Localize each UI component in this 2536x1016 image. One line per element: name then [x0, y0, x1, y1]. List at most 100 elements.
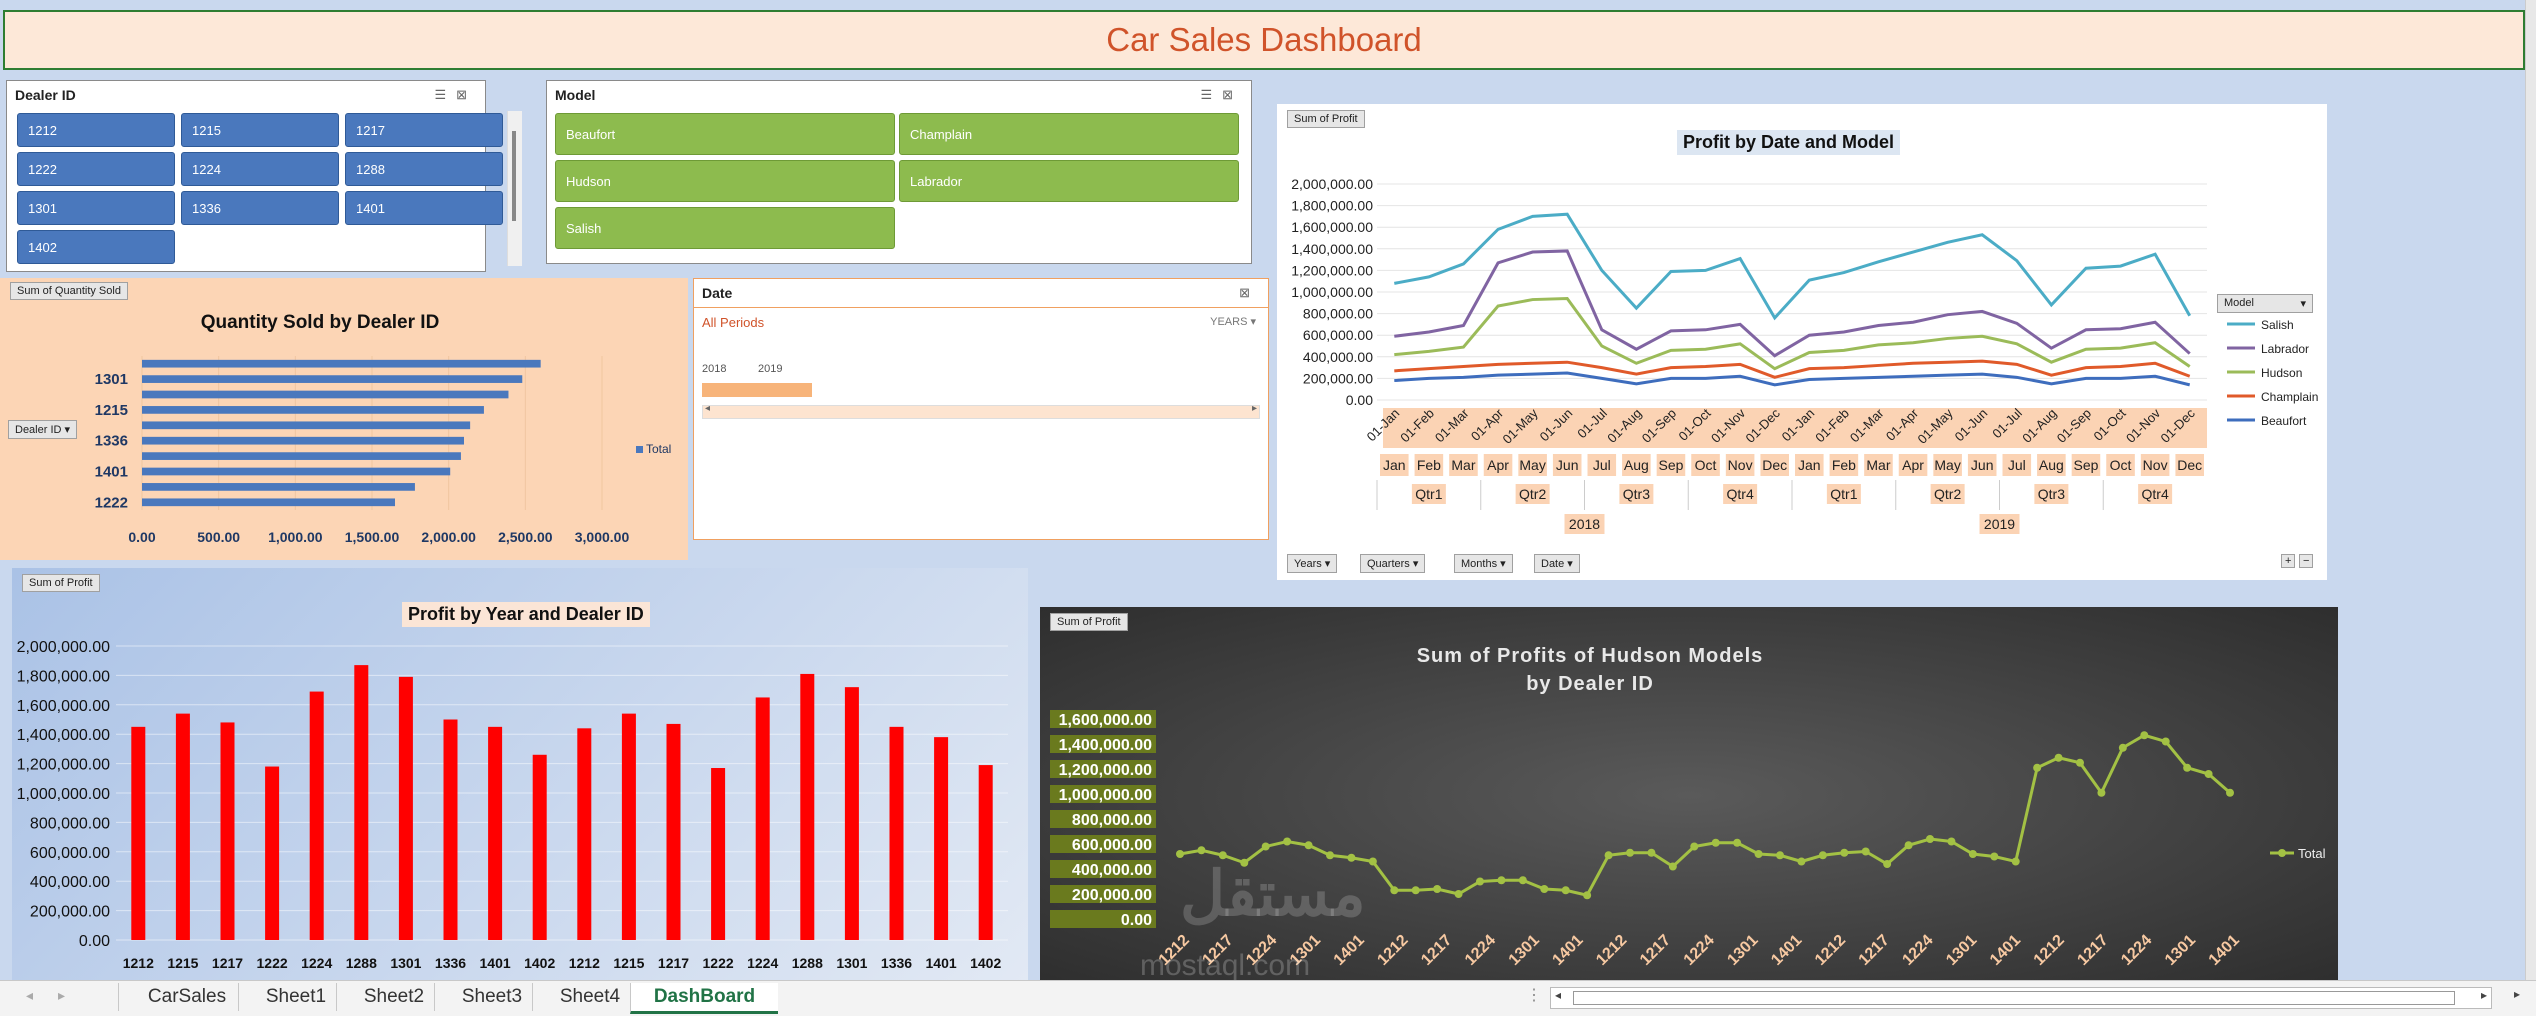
vertical-scrollbar[interactable]	[2525, 0, 2536, 983]
x-tick-label: 1401	[1331, 932, 1368, 969]
quarter-label: Qtr3	[2038, 486, 2065, 502]
bar-1336-7	[443, 719, 458, 940]
y-tick-label: 1401	[95, 464, 128, 481]
data-point	[1626, 848, 1634, 857]
profit-year-dealer-plot: 0.00 200,000.00 400,000.00 600,000.00 800,00…	[17, 639, 1008, 971]
sum-quantity-field-button[interactable]: Sum of Quantity Sold	[10, 282, 128, 300]
quantity-sold-plot: 0.00 500.00 1,000.00 1,500.00 2,000.00 2,500.…	[95, 356, 671, 545]
next-sheet-icon[interactable]: ▸	[58, 987, 66, 1003]
legend-label: Champlain	[2261, 390, 2318, 404]
sheet-tab-dashboard[interactable]: DashBoard	[630, 983, 778, 1014]
filter-button-quarters[interactable]: Quarters ▾	[1360, 554, 1426, 573]
model-legend-button[interactable]: Model ▾	[2217, 294, 2313, 313]
month-label: Mar	[1451, 457, 1475, 473]
sheet-tab-sheet1[interactable]: Sheet1	[238, 983, 353, 1011]
sheet-tab-sheet3[interactable]: Sheet3	[434, 983, 549, 1011]
multi-select-icon[interactable]: ☰	[434, 87, 457, 102]
month-label: Jan	[1798, 457, 1821, 473]
clear-filter-icon[interactable]: ⊠	[1239, 285, 1260, 300]
month-band	[1587, 454, 1617, 476]
x-tick-label: 0.00	[128, 529, 155, 545]
month-band	[1518, 454, 1547, 476]
slicer-scrollbar[interactable]	[507, 111, 522, 266]
filter-button-date[interactable]: Date ▾	[1534, 554, 1580, 573]
x-tick-label: 1301	[836, 955, 867, 971]
filter-button-years[interactable]: Years ▾	[1287, 554, 1338, 573]
dealer-chip-1288[interactable]: 1288	[345, 152, 503, 186]
model-chip-labrador[interactable]: Labrador	[899, 160, 1239, 202]
month-label: Dec	[2177, 457, 2202, 473]
clear-filter-icon[interactable]: ⊠	[1222, 87, 1243, 102]
x-tick-label: 1401	[926, 955, 957, 971]
data-point	[2204, 770, 2213, 778]
date-timeline-slicer: Date ⊠ All Periods YEARS ▾ 2018 2019 ◂ ▸	[693, 278, 1269, 540]
dealer-chip-1336[interactable]: 1336	[181, 191, 339, 225]
month-band	[2140, 454, 2170, 476]
sheet-tab-sheet4[interactable]: Sheet4	[532, 983, 647, 1011]
filter-button-months[interactable]: Months ▾	[1454, 554, 1513, 573]
dealer-chip-1402[interactable]: 1402	[17, 230, 175, 264]
sum-profit-field-button[interactable]: Sum of Profit	[1050, 613, 1128, 631]
data-point	[2226, 788, 2234, 797]
x-tick-label: 1336	[881, 955, 912, 971]
data-point	[2183, 763, 2192, 772]
options-icon[interactable]: ⋮	[1526, 987, 1542, 1004]
model-chip-salish[interactable]: Salish	[555, 207, 895, 249]
sheet-tab-sheet2[interactable]: Sheet2	[336, 983, 451, 1011]
data-point	[1797, 857, 1806, 866]
dealer-chip-1222[interactable]: 1222	[17, 152, 175, 186]
hudson-profit-chart: Sum of Profit Sum of Profits of Hudson M…	[1040, 607, 2338, 984]
x-tick-label: 1212	[1812, 932, 1849, 969]
y-tick-band	[1050, 760, 1156, 778]
month-label: Dec	[1762, 457, 1787, 473]
timeline-level-dropdown[interactable]: YEARS ▾	[1210, 316, 1256, 328]
y-tick-label: 400,000.00	[1072, 862, 1152, 879]
quarter-label: Qtr2	[1519, 486, 1546, 502]
scroll-right-icon[interactable]: ▸	[2514, 987, 2521, 1001]
dealer-id-row-button[interactable]: Dealer ID ▾	[8, 420, 78, 439]
sum-profit-field-button[interactable]: Sum of Profit	[1287, 110, 1365, 128]
timeline-scrollbar[interactable]: ◂ ▸	[702, 403, 1260, 419]
data-point	[1647, 848, 1656, 857]
collapse-button[interactable]: −	[2299, 554, 2314, 568]
y-tick-label: 1,600,000.00	[1059, 712, 1153, 729]
data-point	[1926, 835, 1934, 843]
y-tick-label: 1,200,000.00	[1059, 762, 1153, 779]
model-chip-champlain[interactable]: Champlain	[899, 113, 1239, 155]
month-band	[1725, 454, 1755, 476]
y-tick-label: 1,600,000.00	[17, 698, 111, 715]
expand-button[interactable]: +	[2281, 554, 2296, 568]
model-chip-beaufort[interactable]: Beaufort	[555, 113, 895, 155]
quarter-band	[1619, 484, 1654, 504]
x-tick-label: 2,000.00	[421, 529, 476, 545]
quarter-band	[1826, 484, 1861, 504]
bar-1301-16	[844, 687, 859, 940]
bar-1217-2	[220, 722, 235, 940]
dealer-chip-1301[interactable]: 1301	[17, 191, 175, 225]
sum-profit-field-button[interactable]: Sum of Profit	[22, 574, 100, 592]
y-tick-band	[1050, 910, 1156, 928]
horizontal-scrollbar[interactable]: ◂ ▸	[1550, 987, 2492, 1009]
month-band	[2106, 454, 2135, 476]
clear-filter-icon[interactable]: ⊠	[456, 87, 477, 102]
x-tick-label: 1301	[1943, 932, 1980, 969]
sheet-tab-carsales[interactable]: CarSales	[118, 983, 255, 1011]
dealer-chip-1401[interactable]: 1401	[345, 191, 503, 225]
data-point	[1261, 842, 1270, 851]
timeline-selection-bar[interactable]	[702, 383, 812, 397]
month-label: May	[1934, 457, 1960, 473]
prev-sheet-icon[interactable]: ◂	[26, 987, 34, 1003]
dealer-chip-1212[interactable]: 1212	[17, 113, 175, 147]
chart-subtitle: by Dealer ID	[1526, 673, 1654, 695]
multi-select-icon[interactable]: ☰	[1200, 87, 1223, 102]
y-tick-label: 1,000,000.00	[1059, 787, 1153, 804]
dealer-chip-1217[interactable]: 1217	[345, 113, 503, 147]
x-tick-label: 1212	[569, 955, 600, 971]
model-chip-hudson[interactable]: Hudson	[555, 160, 895, 202]
y-tick-band	[1050, 860, 1156, 878]
quarter-band	[2034, 484, 2069, 504]
dealer-chip-1224[interactable]: 1224	[181, 152, 339, 186]
bar-1288-5	[354, 665, 369, 940]
quarter-label: Qtr4	[2142, 486, 2169, 502]
dealer-chip-1215[interactable]: 1215	[181, 113, 339, 147]
